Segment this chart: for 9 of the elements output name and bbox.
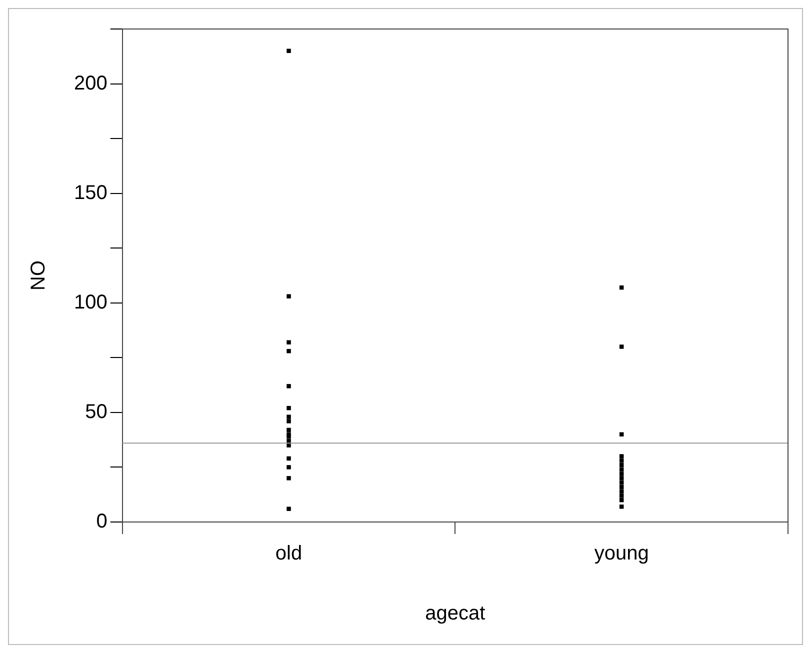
x-tick-label: old [275,542,302,565]
y-axis-title: NO [28,260,50,290]
y-tick-label: 100 [74,291,108,314]
y-tick-label: 200 [74,72,108,94]
y-tick-label: 50 [85,400,108,423]
x-axis-title: agecat [425,602,486,625]
y-tick-label: 0 [96,510,108,533]
y-tick-label: 150 [74,182,108,204]
x-tick-label: young [594,542,649,565]
